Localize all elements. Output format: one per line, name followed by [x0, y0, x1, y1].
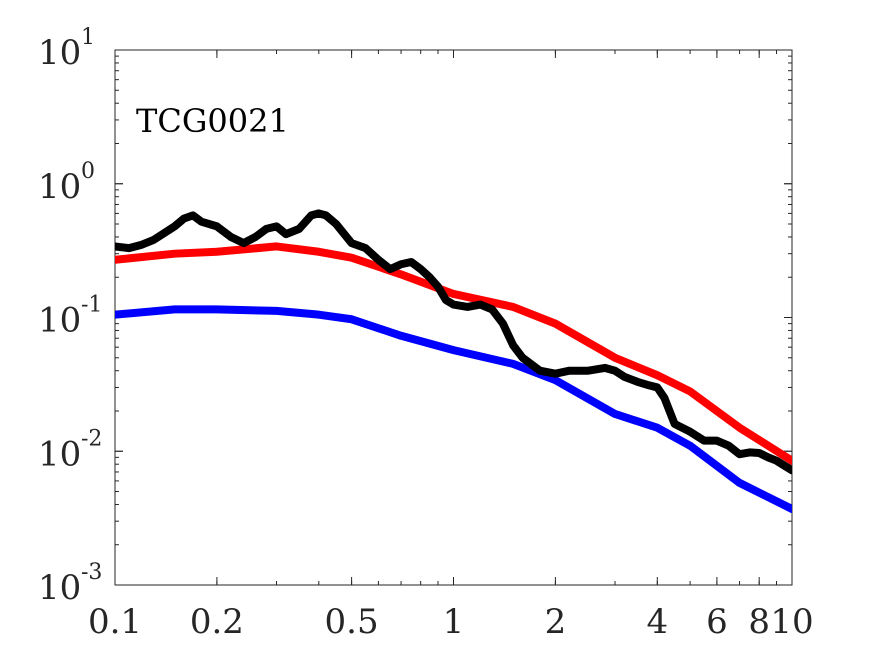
plot-area — [114, 49, 793, 586]
series-black-line — [115, 209, 792, 475]
x-tick-label: 1 — [443, 602, 465, 642]
axis-ticks — [114, 49, 793, 586]
y-tick-exponent: 0 — [81, 159, 95, 184]
x-tick-label: 0.2 — [190, 602, 244, 642]
x-tick-label: 10 — [770, 602, 813, 642]
y-tick-base: 10 — [38, 568, 81, 608]
x-tick-label: 0.1 — [88, 602, 142, 642]
series-blue-line — [115, 305, 792, 513]
y-tick-exponent: -1 — [81, 293, 102, 318]
series-group — [115, 209, 792, 513]
y-tick-base: 10 — [38, 434, 81, 474]
y-tick-base: 10 — [38, 33, 81, 73]
x-tick-label: 0.5 — [325, 602, 379, 642]
y-tick-exponent: -2 — [81, 426, 102, 451]
y-tick-exponent: 1 — [81, 25, 95, 50]
x-tick-label: 2 — [545, 602, 567, 642]
y-tick-label: 10 -2 — [38, 426, 102, 474]
y-tick-base: 10 — [38, 167, 81, 207]
y-tick-label: 10 1 — [38, 25, 95, 73]
y-tick-base: 10 — [38, 301, 81, 341]
x-tick-label: 8 — [748, 602, 770, 642]
x-tick-label: 4 — [646, 602, 668, 642]
chart-annotation: TCG0021 — [136, 102, 289, 140]
y-tick-label: 10 0 — [38, 159, 95, 207]
y-tick-label: 10 -3 — [38, 560, 102, 608]
x-tick-label: 6 — [706, 602, 728, 642]
y-tick-label: 10 -1 — [38, 293, 102, 341]
y-tick-exponent: -3 — [81, 560, 102, 585]
series-red-line — [115, 242, 792, 465]
